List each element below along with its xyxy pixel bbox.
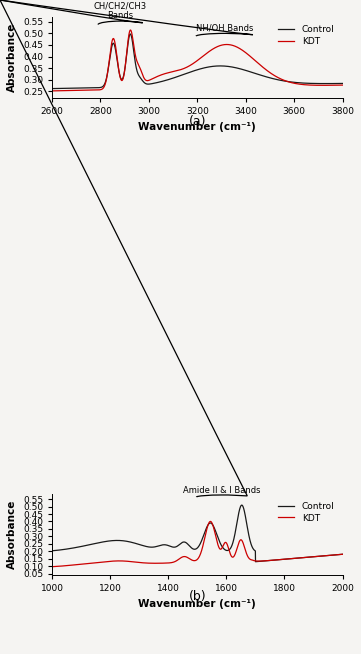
Control: [340, 550, 345, 558]
KDT: [65, 87, 69, 95]
Legend: Control, KDT: Control, KDT: [275, 22, 338, 50]
KDT: [191, 60, 196, 67]
X-axis label: Wavenumber (cm⁻¹): Wavenumber (cm⁻¹): [138, 598, 256, 609]
KDT: [279, 556, 283, 564]
Control: [184, 70, 188, 78]
Control: [332, 551, 336, 559]
Control: [340, 80, 345, 88]
Y-axis label: Absorbance: Absorbance: [7, 23, 17, 92]
Control: [240, 501, 244, 509]
Control: [191, 67, 196, 75]
Control: [279, 556, 283, 564]
KDT: [191, 557, 196, 564]
Line: Control: Control: [52, 34, 343, 88]
X-axis label: Wavenumber (cm⁻¹): Wavenumber (cm⁻¹): [138, 122, 256, 132]
Control: [183, 538, 188, 546]
Control: [50, 84, 54, 92]
KDT: [279, 75, 283, 83]
Control: [191, 545, 196, 553]
KDT: [208, 517, 213, 525]
KDT: [65, 562, 69, 570]
KDT: [50, 563, 54, 571]
KDT: [332, 551, 336, 559]
Text: (a): (a): [188, 114, 206, 128]
Control: [332, 551, 336, 559]
KDT: [50, 87, 54, 95]
KDT: [340, 81, 345, 89]
KDT: [332, 551, 336, 559]
Control: [332, 80, 336, 88]
KDT: [184, 64, 188, 72]
KDT: [332, 81, 336, 89]
Y-axis label: Absorbance: Absorbance: [7, 500, 17, 569]
Line: KDT: KDT: [52, 521, 343, 567]
Control: [65, 545, 69, 553]
Line: KDT: KDT: [52, 30, 343, 91]
Line: Control: Control: [52, 505, 343, 562]
Control: [128, 30, 132, 38]
Text: (b): (b): [188, 590, 206, 603]
Legend: Control, KDT: Control, KDT: [275, 498, 338, 526]
Control: [50, 547, 54, 555]
KDT: [340, 550, 345, 558]
Control: [65, 84, 69, 92]
Control: [279, 77, 283, 84]
Control: [332, 80, 336, 88]
Text: Amide II & I Bands: Amide II & I Bands: [183, 485, 261, 494]
Text: NH/OH Bands: NH/OH Bands: [196, 24, 253, 33]
KDT: [332, 81, 336, 89]
KDT: [183, 553, 188, 560]
Control: [253, 558, 258, 566]
Text: CH/CH2/CH3
Bands: CH/CH2/CH3 Bands: [94, 1, 147, 20]
KDT: [128, 26, 132, 34]
